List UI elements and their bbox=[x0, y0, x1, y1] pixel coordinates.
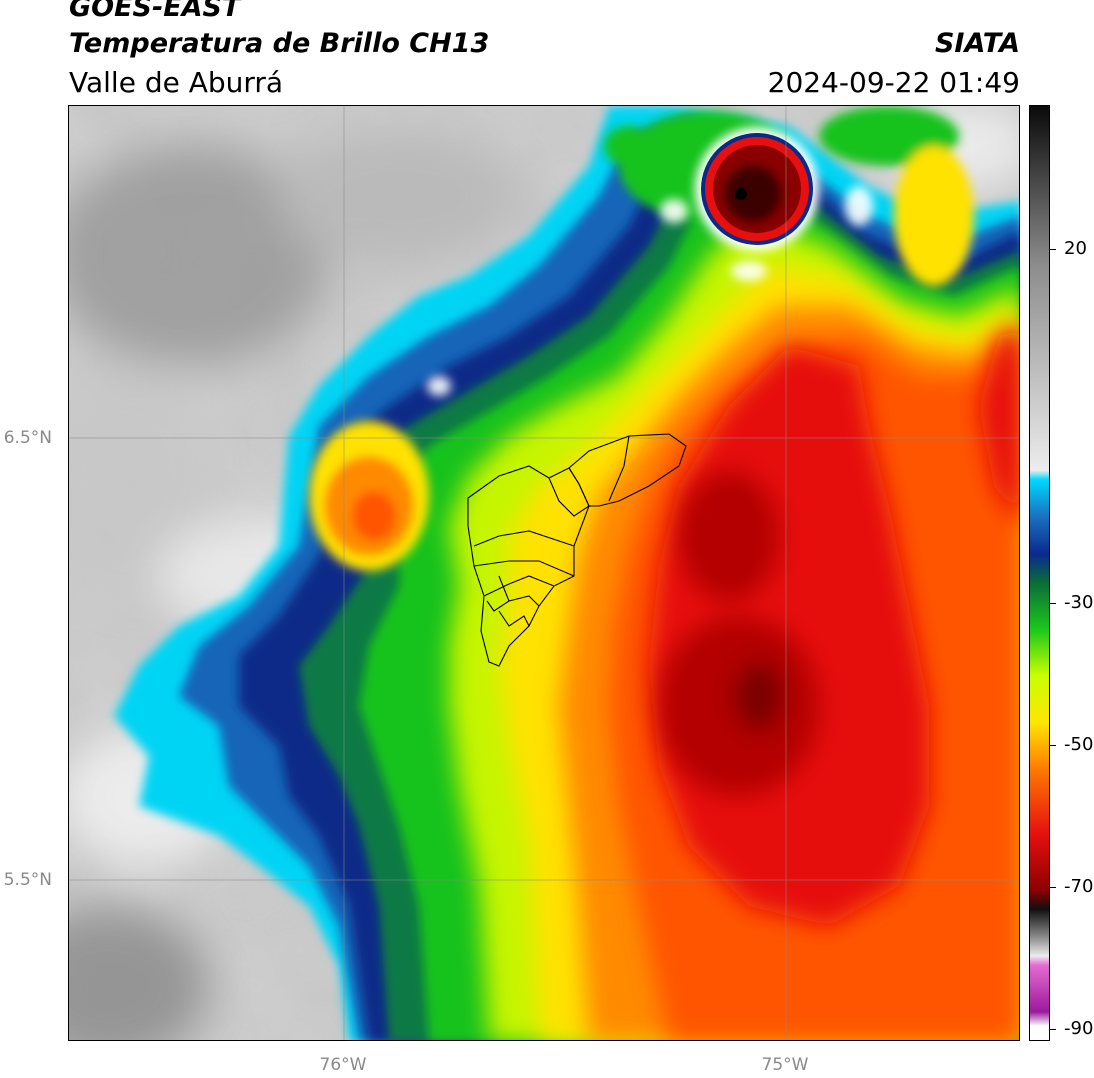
product-title: Temperatura de Brillo CH13 bbox=[69, 28, 490, 59]
colorbar-label: -50 bbox=[1064, 734, 1094, 755]
timestamp-label: 2024-09-22 01:49 bbox=[767, 66, 1020, 99]
lon-tick-label: 75°W bbox=[761, 1055, 809, 1075]
colorbar-label: -30 bbox=[1064, 592, 1094, 613]
lat-tick-label: 5.5°N bbox=[3, 870, 52, 890]
colorbar-tick bbox=[1050, 249, 1056, 250]
organization-label: SIATA bbox=[934, 28, 1020, 59]
colorbar-tick bbox=[1050, 887, 1056, 888]
satellite-title: GOES-EAST bbox=[69, 0, 241, 23]
lat-tick-label: 6.5°N bbox=[3, 428, 52, 448]
colorbar-tick bbox=[1050, 1029, 1056, 1030]
lon-tick-label: 76°W bbox=[319, 1055, 367, 1075]
region-subtitle: Valle de Aburrá bbox=[69, 66, 284, 99]
colorbar-label: 20 bbox=[1064, 238, 1087, 259]
colorbar-label: -70 bbox=[1064, 876, 1094, 897]
colorbar-label: -90 bbox=[1064, 1018, 1094, 1039]
temperature-colorbar bbox=[1029, 105, 1050, 1041]
colorbar-tick bbox=[1050, 745, 1056, 746]
colorbar-tick bbox=[1050, 603, 1056, 604]
brightness-temperature-map bbox=[68, 105, 1020, 1041]
